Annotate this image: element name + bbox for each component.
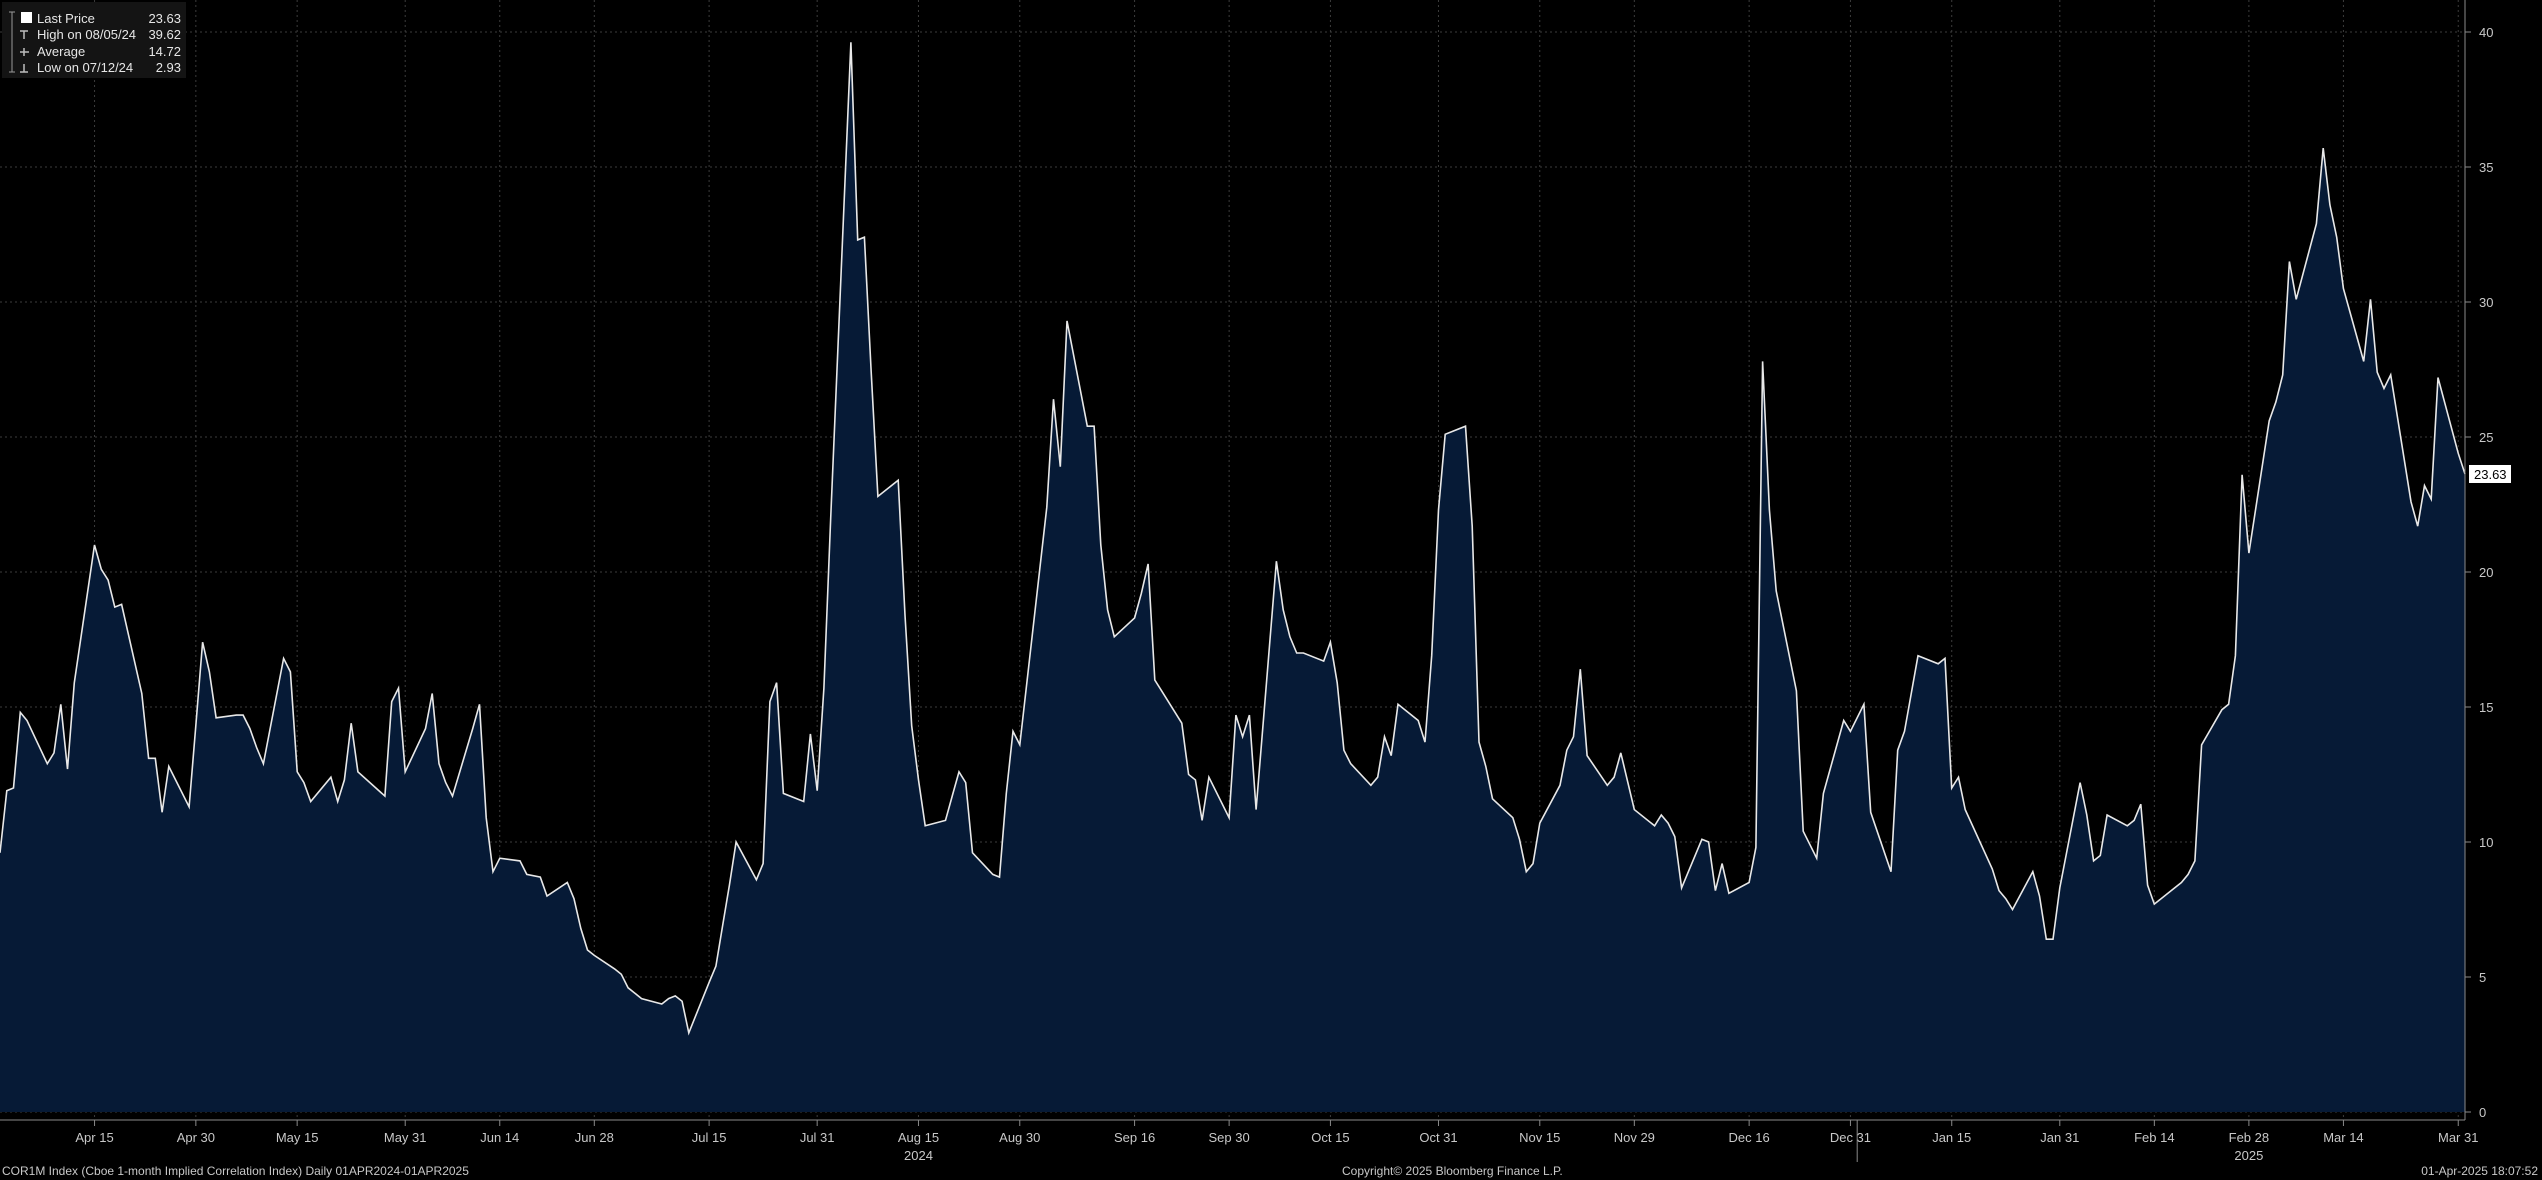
x-tick-label: Oct 15 (1311, 1130, 1349, 1145)
x-tick-label: Mar 14 (2323, 1130, 2363, 1145)
x-tick-label: Mar 31 (2438, 1130, 2478, 1145)
series-area (0, 42, 2465, 1112)
last-value-tag-text: 23.63 (2474, 467, 2507, 482)
x-tick-label: Jun 14 (480, 1130, 519, 1145)
x-tick-label: Jul 31 (800, 1130, 835, 1145)
y-tick-label: 10 (2479, 835, 2493, 850)
y-tick-label: 25 (2479, 430, 2493, 445)
y-tick-label: 0 (2479, 1105, 2486, 1120)
y-tick-label: 20 (2479, 565, 2493, 580)
x-tick-label: Dec 31 (1830, 1130, 1871, 1145)
x-tick-label: Jan 31 (2040, 1130, 2079, 1145)
y-axis: 0 5 10 15 20 25 30 35 40 (2464, 0, 2493, 1120)
legend-last-price-value: 23.63 (148, 11, 181, 26)
y-tick-label: 5 (2479, 970, 2486, 985)
last-value-tag-box (2469, 464, 2511, 483)
y-tick-label: 35 (2479, 160, 2493, 175)
x-tick-label: Oct 31 (1419, 1130, 1457, 1145)
x-year-label: 2024 (904, 1148, 933, 1163)
x-tick-label: Feb 14 (2134, 1130, 2174, 1145)
legend-high-label: High on 08/05/24 (37, 27, 136, 42)
x-tick-label: Jul 15 (692, 1130, 727, 1145)
legend-high-value: 39.62 (148, 27, 181, 42)
x-tick-label: May 31 (384, 1130, 427, 1145)
legend-last-price-swatch (21, 12, 32, 23)
x-tick-label: Jan 15 (1932, 1130, 1971, 1145)
footer-copyright: Copyright© 2025 Bloomberg Finance L.P. (1342, 1164, 1563, 1178)
x-axis: Apr 15 Apr 30 May 15 May 31 Jun 14 Jun 28 Jul … (0, 1119, 2478, 1163)
y-tick-label: 30 (2479, 295, 2493, 310)
average-marker-icon (20, 48, 29, 56)
series-line (0, 42, 2466, 1036)
legend-background (2, 2, 186, 78)
x-tick-label: Sep 16 (1114, 1130, 1155, 1145)
x-tick-label: Nov 15 (1519, 1130, 1560, 1145)
x-tick-label: Feb 28 (2229, 1130, 2269, 1145)
legend-low-label: Low on 07/12/24 (37, 60, 133, 75)
x-tick-label: Nov 29 (1614, 1130, 1655, 1145)
x-tick-label: Dec 16 (1729, 1130, 1770, 1145)
legend-low-value: 2.93 (156, 60, 181, 75)
legend-average-label: Average (37, 44, 85, 59)
legend-average-value: 14.72 (148, 44, 181, 59)
x-tick-label: Aug 30 (999, 1130, 1040, 1145)
footer-ticker-description: COR1M Index (Cboe 1-month Implied Correl… (2, 1164, 469, 1178)
y-tick-label: 15 (2479, 700, 2493, 715)
x-tick-label: Apr 30 (177, 1130, 215, 1145)
legend: Last Price 23.63 High on 08/05/24 39.62 … (2, 2, 186, 78)
x-tick-label: Apr 15 (75, 1130, 113, 1145)
x-tick-label: Aug 15 (898, 1130, 939, 1145)
footer-timestamp: 01-Apr-2025 18:07:52 (2421, 1164, 2538, 1178)
x-tick-label: May 15 (276, 1130, 319, 1145)
y-tick-label: 40 (2479, 25, 2493, 40)
x-tick-label: Sep 30 (1209, 1130, 1250, 1145)
x-tick-label: Jun 28 (575, 1130, 614, 1145)
low-marker-icon (20, 64, 28, 73)
footer: COR1M Index (Cboe 1-month Implied Correl… (2, 1164, 2538, 1178)
last-value-tag: 23.63 (2469, 464, 2511, 483)
high-marker-icon (20, 30, 28, 39)
x-year-label: 2025 (2234, 1148, 2263, 1163)
legend-last-price-label: Last Price (37, 11, 95, 26)
